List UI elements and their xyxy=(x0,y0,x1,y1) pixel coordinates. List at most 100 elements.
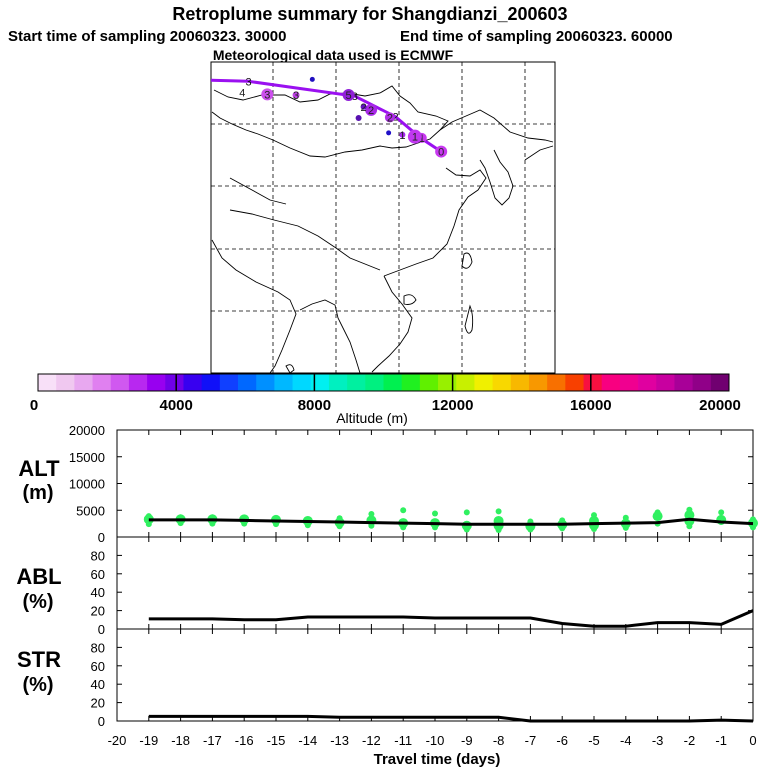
x-tick-label: -11 xyxy=(394,733,412,748)
plume-cluster-label: 2 xyxy=(361,102,367,114)
track-day-label: 3 xyxy=(352,91,358,103)
colorbar-swatch xyxy=(492,374,512,391)
end-time-label: End time of sampling 20060323. 60000 xyxy=(400,28,673,45)
colorbar-swatch xyxy=(56,374,75,391)
colorbar-swatch xyxy=(110,374,130,391)
str-label: STR xyxy=(17,647,61,672)
track-day-label: 2 xyxy=(392,112,398,124)
colorbar-swatch xyxy=(528,374,548,391)
plume-cluster-label: 3 xyxy=(293,90,299,102)
colorbar-swatch xyxy=(383,374,403,391)
str-panel: 0 20 40 60 80 xyxy=(91,628,754,729)
colorbar-tick-label: 12000 xyxy=(432,397,474,414)
colorbar-swatch xyxy=(619,374,639,391)
colorbar-swatch xyxy=(74,374,93,391)
colorbar-swatch xyxy=(474,374,493,391)
china-north-border xyxy=(439,109,554,143)
alt-cluster-point xyxy=(654,509,661,516)
alt-cluster-point xyxy=(750,516,756,523)
x-tick-label: -15 xyxy=(267,733,286,748)
x-tick-label: -8 xyxy=(493,733,505,748)
x-tick-label: -2 xyxy=(684,733,696,748)
indochina-coast xyxy=(371,275,413,373)
taiwan-island xyxy=(461,252,473,269)
plume-cluster-label: 2 xyxy=(368,105,374,117)
x-tick-label: -7 xyxy=(525,733,537,748)
colorbar-swatch xyxy=(292,374,312,391)
abl-y-tick-label: 80 xyxy=(91,548,105,563)
plume-cluster-label: 1 xyxy=(399,130,405,142)
met-data-label: Meteorological data used is ECMWF xyxy=(213,47,454,63)
alt-y-tick-label: 10000 xyxy=(69,477,105,492)
bay-of-bengal xyxy=(299,299,361,374)
alt-cluster-point xyxy=(495,508,502,515)
hainan-island xyxy=(403,294,417,305)
colorbar-tick-label: 20000 xyxy=(699,397,741,414)
colorbar-swatch xyxy=(328,374,348,391)
x-axis-label: Travel time (days) xyxy=(374,751,501,768)
colorbar-swatch xyxy=(710,374,730,391)
plume-cluster-label: 1 xyxy=(419,133,425,145)
colorbar-swatch xyxy=(438,374,457,391)
alt-cluster-point xyxy=(368,510,375,517)
bohai-coast xyxy=(383,167,487,277)
colorbar-swatch xyxy=(656,374,675,391)
colorbar-swatch xyxy=(365,374,384,391)
plume-cluster-12 xyxy=(309,76,315,82)
colorbar-swatch xyxy=(456,374,475,391)
plume-cluster-2 xyxy=(407,129,422,144)
abl-frame xyxy=(116,536,754,630)
colorbar-swatch xyxy=(401,374,421,391)
alt-y-tick-label: 20000 xyxy=(69,423,105,438)
philippines xyxy=(464,304,474,334)
alt-cluster-point xyxy=(622,514,629,521)
colorbar-swatch xyxy=(183,374,203,391)
str-y-tick-label: 0 xyxy=(98,714,105,729)
colorbar-swatch xyxy=(128,374,148,391)
plume-cluster-label: 4 xyxy=(239,87,245,99)
alt-unit-label: (m) xyxy=(22,482,53,504)
mongolia-border xyxy=(211,85,449,158)
alt-y-tick-label: 5000 xyxy=(76,503,105,518)
alt-cluster-point xyxy=(463,509,470,516)
colorbar-swatch xyxy=(419,374,439,391)
colorbar-tick-label: 8000 xyxy=(298,397,331,414)
alt-y-tick-label: 0 xyxy=(98,530,105,545)
x-tick-label: -14 xyxy=(298,733,317,748)
colorbar-swatch xyxy=(219,374,239,391)
abl-panel: 0 20 40 60 80 xyxy=(91,536,754,637)
x-tick-label: -3 xyxy=(652,733,664,748)
alt-label: ALT xyxy=(18,456,60,481)
track-day-label: 3 xyxy=(245,76,251,88)
alt-cluster-point xyxy=(432,510,438,517)
alt-y-tick-label: 15000 xyxy=(69,450,105,465)
plume-cluster-9 xyxy=(342,88,355,101)
abl-label: ABL xyxy=(16,564,61,589)
x-tick-label: -6 xyxy=(556,733,568,748)
plume-cluster-8 xyxy=(355,114,362,121)
abl-y-tick-label: 60 xyxy=(91,567,105,582)
plume-cluster-label: 2 xyxy=(387,112,393,124)
colorbar-tick-label: 0 xyxy=(30,397,38,414)
x-tick-label: -19 xyxy=(139,733,158,748)
alt-cluster-point xyxy=(400,507,407,514)
abl-y-tick-label: 20 xyxy=(91,604,105,619)
plume-cluster-11 xyxy=(261,88,274,101)
alt-cluster-point xyxy=(145,513,152,520)
x-tick-label: -4 xyxy=(620,733,632,748)
colorbar-swatch xyxy=(510,374,530,391)
x-tick-label: -9 xyxy=(461,733,473,748)
str-y-tick-label: 60 xyxy=(91,659,105,674)
x-tick-label: 0 xyxy=(749,733,756,748)
colorbar-swatch xyxy=(347,374,366,391)
colorbar-swatch xyxy=(583,374,603,391)
alt-cluster-point xyxy=(559,517,566,524)
page-title: Retroplume summary for Shangdianzi_20060… xyxy=(172,4,567,24)
alt-series-line xyxy=(148,517,754,526)
abl-y-tick-label: 0 xyxy=(98,622,105,637)
abl-unit-label: (%) xyxy=(22,591,53,613)
colorbar-swatch xyxy=(674,374,694,391)
